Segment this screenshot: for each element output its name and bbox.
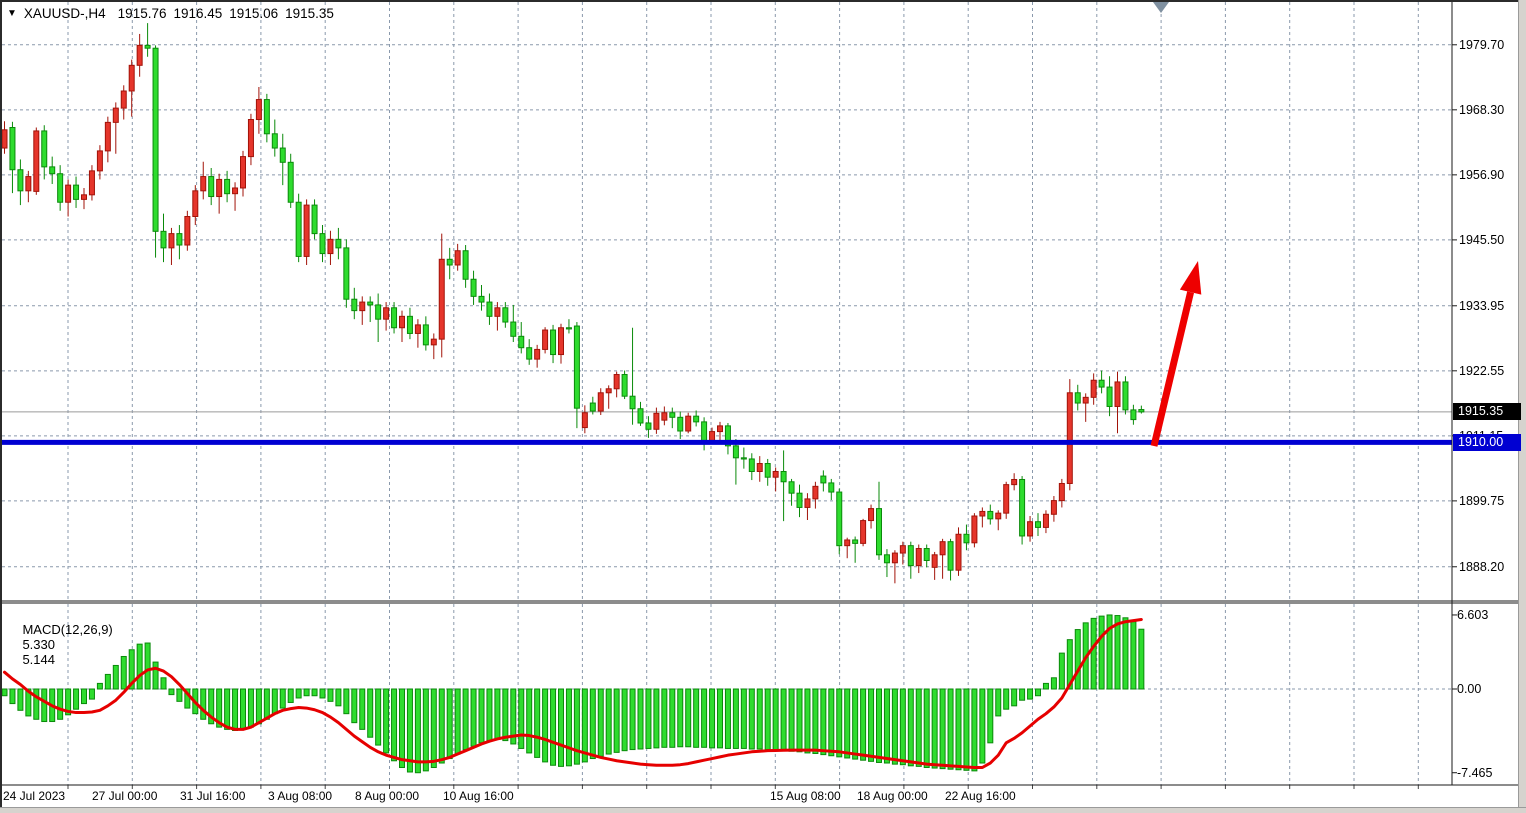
- indicator-label: MACD(12,26,9) 5.330 5.144: [8, 607, 119, 682]
- ohlc-close: 1915.35: [285, 6, 334, 21]
- price-tick-label: 1922.55: [1459, 363, 1505, 378]
- indicator-main-value: 5.330: [22, 637, 55, 652]
- time-tick-label: 18 Aug 00:00: [857, 789, 928, 803]
- window-border-top: [0, 0, 1526, 2]
- chart-shift-marker-icon[interactable]: [1153, 2, 1169, 13]
- time-tick-label: 15 Aug 08:00: [770, 789, 841, 803]
- time-tick-label: 22 Aug 16:00: [945, 789, 1016, 803]
- indicator-name: MACD(12,26,9): [22, 622, 113, 637]
- candles-layer: [1, 23, 1145, 584]
- time-tick-label: 24 Jul 2023: [3, 789, 66, 803]
- macd-tick-label: 6.603: [1457, 607, 1489, 622]
- window-border-left: [0, 0, 2, 813]
- macd-tick-label: 0.00: [1457, 682, 1482, 696]
- macd-layer: [1, 614, 1145, 774]
- symbol-period-label: XAUUSD-,H4: [23, 6, 106, 21]
- time-tick-label: 10 Aug 16:00: [443, 789, 514, 803]
- pane-borders: [0, 0, 1518, 786]
- ohlc-low: 1915.06: [229, 6, 279, 21]
- indicator-signal-value: 5.144: [22, 652, 55, 667]
- ohlc-open: 1915.76: [117, 6, 167, 21]
- time-tick-label: 31 Jul 16:00: [180, 789, 246, 803]
- price-tick-label: 1933.95: [1459, 298, 1505, 313]
- grid-lines: [2, 2, 1452, 789]
- price-tick-label: 1956.90: [1459, 167, 1505, 182]
- price-tick-label: 1945.50: [1459, 232, 1505, 247]
- trend-arrow[interactable]: [1150, 261, 1202, 447]
- symbol-dropdown-icon[interactable]: ▼: [7, 8, 17, 19]
- price-tick-label: 1968.30: [1459, 102, 1505, 117]
- time-tick-label: 3 Aug 08:00: [268, 789, 333, 803]
- price-tick-label: 1979.70: [1459, 37, 1505, 52]
- window-margin-bottom: [0, 807, 1526, 813]
- current-price-badge: 1915.35: [1453, 403, 1521, 420]
- level-price-badge: 1910.00: [1453, 434, 1521, 451]
- time-tick-label: 27 Jul 00:00: [92, 789, 158, 803]
- price-tick-label: 1899.75: [1459, 493, 1505, 508]
- time-tick-label: 8 Aug 00:00: [355, 789, 420, 803]
- ohlc-high: 1916.45: [173, 6, 223, 21]
- macd-tick-label: -7.465: [1457, 765, 1493, 780]
- price-tick-label: 1888.20: [1459, 559, 1505, 574]
- chart-title: ▼ XAUUSD-,H4 1915.76 1916.45 1915.06 191…: [7, 6, 341, 21]
